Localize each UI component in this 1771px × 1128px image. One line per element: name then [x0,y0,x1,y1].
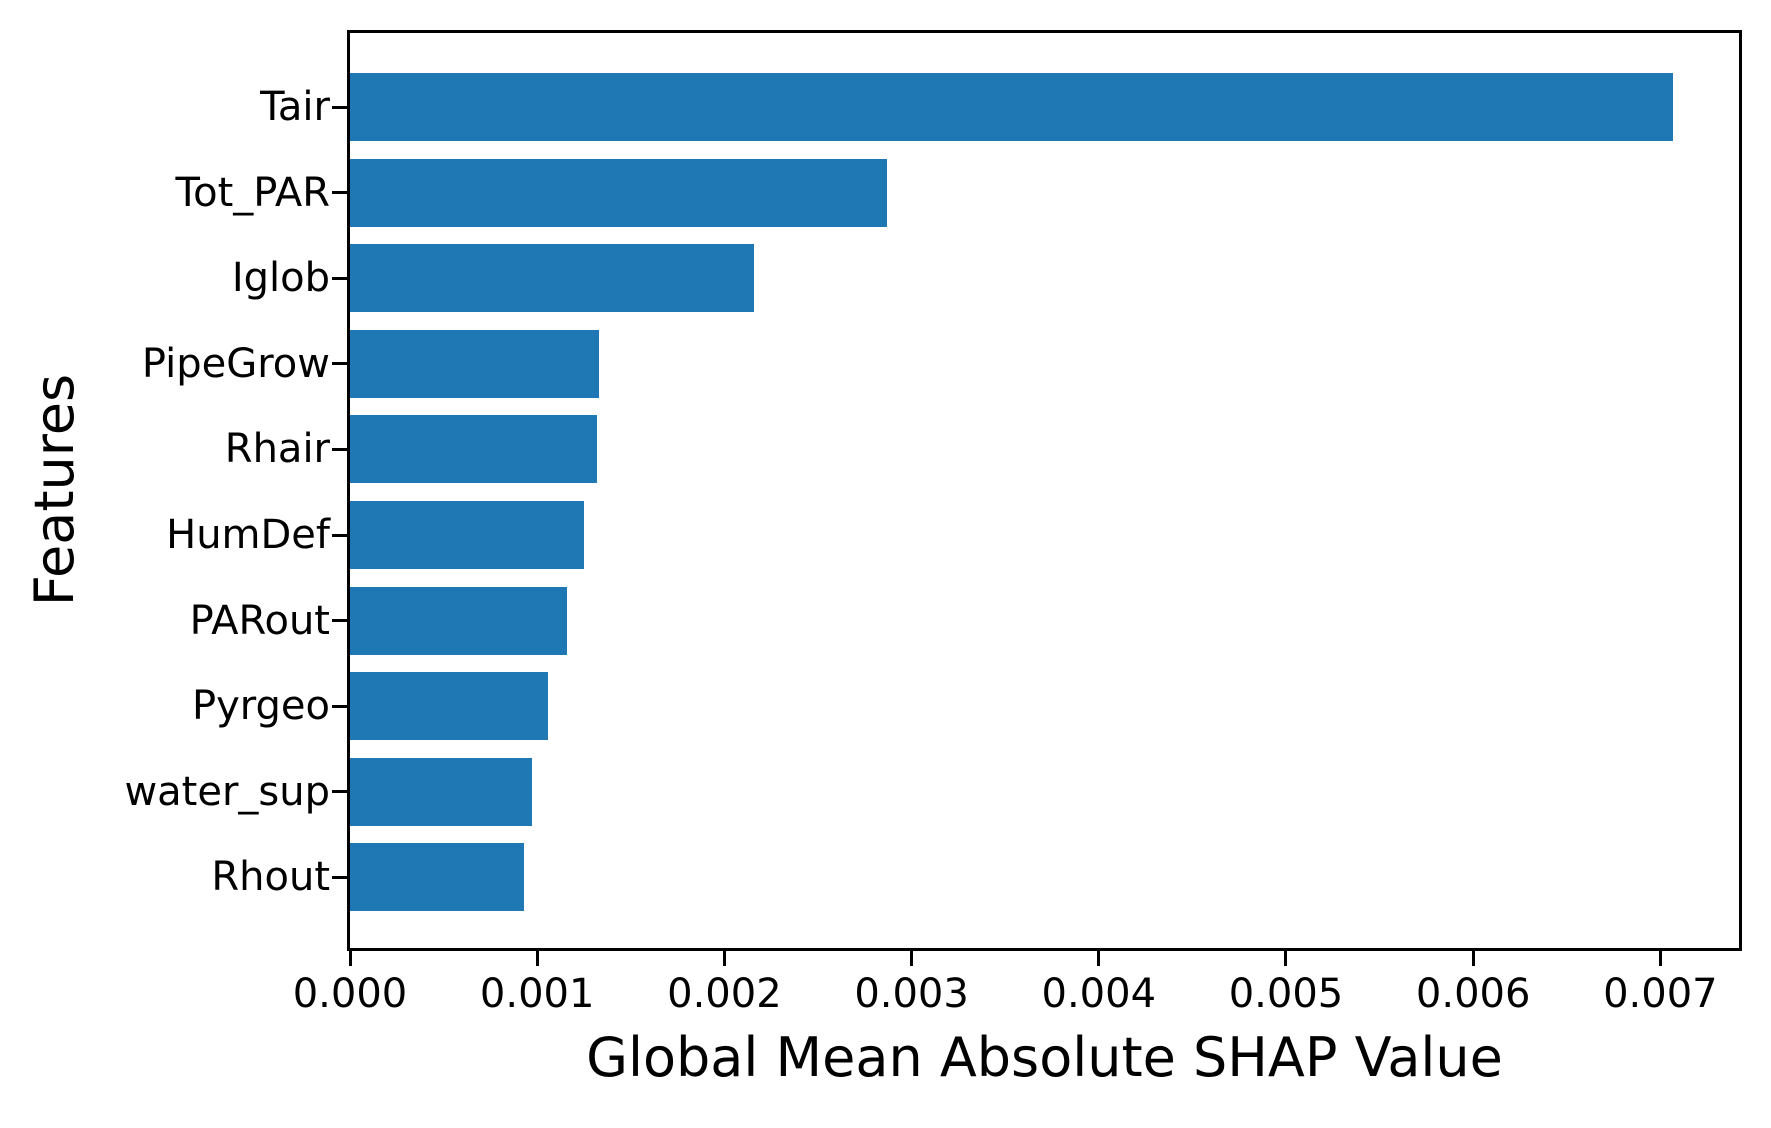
x-tick-label-0.004: 0.004 [1041,971,1157,1017]
y-tick-mark [332,447,347,451]
y-tick-mark [332,276,347,280]
plot-area [347,30,1742,951]
y-tick-label-Iglob: Iglob [231,255,330,302]
x-axis-label: Global Mean Absolute SHAP Value [586,1026,1503,1089]
bar-Rhair [350,415,598,484]
bar-PipeGrow [350,329,599,398]
x-tick-label-0.007: 0.007 [1603,971,1718,1017]
bar-Iglob [350,244,755,313]
y-axis-label: Features [23,373,87,607]
x-tick-label-0.006: 0.006 [1415,971,1531,1017]
x-tick-label-0.003: 0.003 [854,971,969,1017]
y-tick-label-Rhout: Rhout [211,854,330,901]
x-tick-mark [535,951,539,966]
y-tick-label-PARout: PARout [189,597,330,644]
y-tick-mark [332,875,347,879]
x-tick-label-0.005: 0.005 [1228,971,1344,1017]
y-tick-mark [332,105,347,109]
x-tick-label-0.000: 0.000 [292,971,408,1017]
y-tick-mark [332,533,347,537]
y-tick-label-water_sup: water_sup [124,768,330,815]
x-tick-mark [910,951,914,966]
x-tick-mark [722,951,726,966]
bar-Pyrgeo [350,672,549,741]
y-tick-label-HumDef: HumDef [166,512,330,558]
x-tick-mark [348,951,352,966]
y-tick-mark [332,191,347,195]
y-tick-label-PipeGrow: PipeGrow [141,340,330,387]
y-tick-mark [332,362,347,366]
y-tick-label-Tair: Tair [260,84,330,130]
x-tick-mark [1658,951,1662,966]
bar-Rhout [350,843,525,912]
y-tick-label-Rhair: Rhair [224,426,330,473]
y-tick-label-Tot_PAR: Tot_PAR [175,169,330,216]
x-tick-label-0.002: 0.002 [667,971,782,1017]
x-tick-mark [1097,951,1101,966]
bar-water_sup [350,757,532,826]
y-tick-label-Pyrgeo: Pyrgeo [191,683,330,730]
x-tick-label-0.001: 0.001 [479,971,595,1017]
y-tick-mark [332,790,347,794]
bar-PARout [350,586,568,655]
y-axis-label-box: Features [15,250,95,730]
bar-Tot_PAR [350,158,888,227]
y-tick-mark [332,619,347,623]
bar-HumDef [350,501,584,569]
x-tick-mark [1471,951,1475,966]
bar-Tair [350,73,1674,141]
y-tick-mark [332,704,347,708]
x-tick-mark [1284,951,1288,966]
